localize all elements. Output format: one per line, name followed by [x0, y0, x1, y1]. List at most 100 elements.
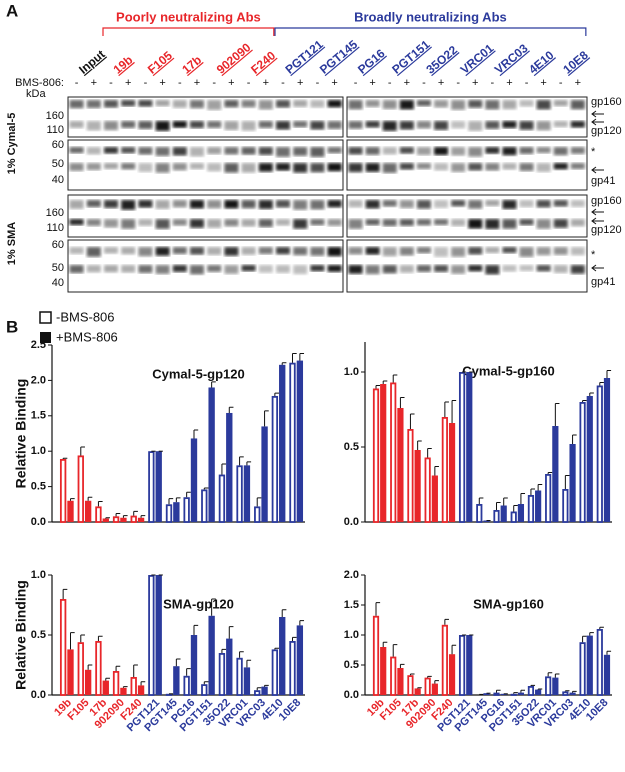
band: [502, 121, 517, 129]
band: [382, 121, 397, 131]
y-axis-label: Relative Binding: [13, 379, 29, 489]
band: [348, 247, 363, 255]
bar: [517, 504, 525, 522]
band: [502, 247, 517, 254]
band-arrow: [591, 118, 604, 126]
band: [190, 100, 204, 109]
band: [276, 163, 290, 171]
bar: [271, 649, 279, 696]
error-bar: [239, 651, 244, 658]
group-title: Poorly neutralizing Abs: [116, 9, 261, 24]
band: [382, 147, 397, 155]
error-bar: [69, 498, 75, 501]
bar: [271, 395, 279, 523]
band: [86, 265, 101, 273]
bar: [545, 676, 552, 696]
lane-label: 902090: [214, 40, 254, 77]
band: [258, 247, 273, 255]
band: [485, 265, 500, 275]
band: [468, 265, 483, 272]
error-bar: [87, 496, 93, 501]
band: [172, 163, 187, 171]
band: [276, 247, 290, 255]
band: [310, 121, 325, 130]
band: [172, 265, 187, 273]
bms-sign: +: [91, 77, 97, 89]
bms-sign: -: [247, 77, 251, 89]
error-bar: [496, 502, 501, 510]
y-tick-label: 0.0: [344, 689, 359, 701]
bar: [390, 656, 397, 696]
lane-label: 10E8: [560, 48, 591, 77]
band: [276, 265, 290, 273]
bar: [173, 502, 180, 522]
bar: [372, 615, 380, 696]
band: [69, 200, 84, 209]
error-bar: [417, 440, 422, 450]
lane-label: F105: [145, 48, 175, 77]
error-bar: [582, 635, 587, 643]
bar: [517, 692, 525, 695]
bar: [414, 450, 421, 522]
band: [382, 200, 397, 207]
band: [434, 200, 449, 208]
band: [155, 219, 170, 229]
band: [468, 163, 483, 171]
kda-marker: 40: [52, 174, 64, 186]
error-bar: [228, 406, 234, 413]
band: [241, 265, 256, 272]
error-bar: [606, 650, 612, 655]
band: [348, 147, 363, 155]
band: [138, 163, 153, 173]
lane-label: Input: [76, 47, 107, 77]
error-bar: [246, 461, 252, 466]
band: [519, 147, 534, 155]
band: [399, 200, 414, 209]
band: [434, 163, 449, 171]
band: [207, 265, 222, 272]
band: [310, 147, 325, 157]
y-tick-label: 1.5: [344, 599, 359, 611]
bar: [201, 489, 208, 523]
bar: [424, 677, 431, 696]
band: [121, 100, 136, 107]
band: [224, 265, 239, 274]
band: [224, 219, 239, 227]
band: [416, 265, 431, 272]
band: [519, 265, 534, 272]
error-bar: [299, 620, 305, 626]
band: [207, 163, 222, 172]
band: [502, 200, 517, 210]
bms-sign: -: [75, 77, 79, 89]
band: [485, 147, 500, 154]
band-arrow: [591, 208, 604, 216]
band: [207, 121, 222, 128]
lane-label: PGT145: [317, 37, 360, 77]
bar: [84, 500, 92, 522]
band-label: gp41: [591, 175, 615, 187]
band: [155, 100, 170, 107]
error-bar: [203, 681, 209, 685]
band: [241, 163, 256, 173]
kda-marker: 60: [52, 139, 64, 151]
kda-marker: 50: [52, 262, 64, 274]
band: [224, 147, 239, 155]
band-label: gp160: [591, 195, 622, 207]
band: [519, 247, 534, 257]
error-bar: [375, 385, 381, 389]
band: [399, 163, 414, 170]
bar: [431, 475, 438, 522]
y-tick-label: 1.0: [31, 445, 46, 457]
error-bar: [193, 624, 199, 635]
error-bar: [87, 664, 93, 670]
bar: [372, 388, 380, 523]
band: [468, 200, 483, 209]
bar: [84, 669, 92, 695]
band: [155, 200, 170, 209]
bar: [448, 423, 456, 522]
bar: [441, 624, 448, 696]
band: [69, 265, 84, 274]
bar: [173, 666, 180, 695]
band: [293, 265, 308, 275]
band: [536, 100, 551, 110]
